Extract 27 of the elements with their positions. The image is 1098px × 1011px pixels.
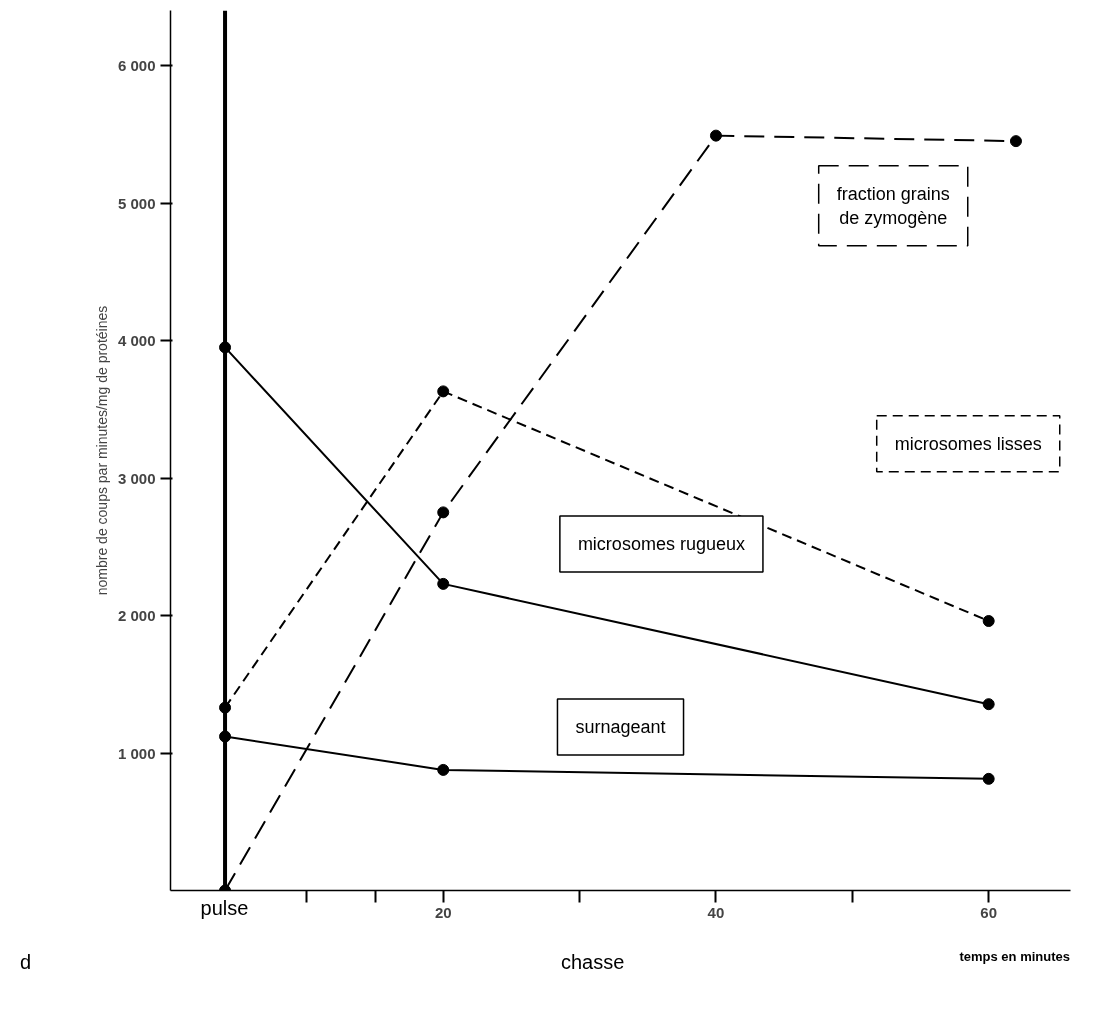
point xyxy=(437,763,450,776)
point xyxy=(437,385,450,398)
y-axis-title: nombre de coups par minutes/mg de protéines xyxy=(93,305,110,596)
point xyxy=(982,698,995,711)
y-tick-label: 3 000 xyxy=(117,469,156,487)
text: d xyxy=(20,950,32,975)
point xyxy=(437,577,450,590)
x-axis-title: temps en minutes xyxy=(959,948,1070,966)
y-tick-label: 2 000 xyxy=(117,607,156,624)
ref-line-label: pulse xyxy=(200,896,249,921)
point xyxy=(709,129,722,142)
point xyxy=(437,506,450,519)
point xyxy=(1009,135,1022,148)
y-tick-label: 5 000 xyxy=(117,194,156,212)
point xyxy=(982,772,995,785)
x-tick-label: 60 xyxy=(980,903,998,921)
y-tick-label: 6 000 xyxy=(117,57,156,74)
point xyxy=(982,615,995,627)
x-tick-label: 40 xyxy=(707,903,725,921)
text: microsomes rugueux xyxy=(577,534,745,554)
text: microsomes lisses xyxy=(894,433,1042,454)
x-tick-label: 20 xyxy=(434,903,452,921)
y-tick-label: 4 000 xyxy=(117,332,156,349)
text: fraction grains de zymogène xyxy=(836,183,950,228)
text: chasse xyxy=(561,950,625,975)
series-label: surnageant xyxy=(575,716,666,737)
y-tick-label: 1 000 xyxy=(117,744,156,762)
